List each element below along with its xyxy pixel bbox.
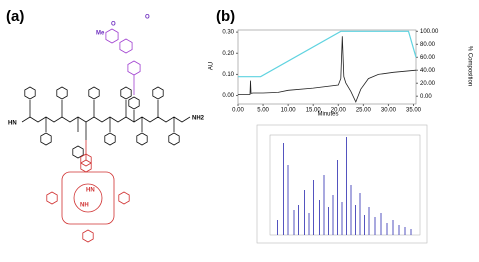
y2-tick-label: 80.00 (420, 42, 436, 48)
peak (328, 207, 329, 235)
x-tick-label: 25.00 (356, 108, 372, 114)
molecule (21, 28, 191, 243)
x-tick-label: 35.00 (406, 108, 422, 114)
y-tick-label: 0.30 (222, 30, 234, 36)
panel-label: (b) (216, 8, 235, 25)
series-line (238, 30, 417, 78)
peak (404, 227, 406, 235)
peak (323, 175, 325, 235)
y2-tick-label: 60.00 (420, 55, 436, 61)
backbone (21, 116, 191, 123)
peak (346, 137, 347, 235)
peak (386, 223, 388, 235)
peak (298, 205, 299, 235)
y2-tick-label: 20.00 (420, 81, 436, 87)
peak (380, 213, 382, 235)
porphyrin (61, 171, 115, 225)
peak (350, 185, 352, 235)
peak (355, 205, 356, 235)
peak (332, 195, 334, 235)
y2-axis-label: % Composition (466, 46, 472, 86)
x-axis-label: Minutes (317, 112, 338, 118)
ring (120, 86, 132, 100)
y-tick-label: 0.20 (222, 51, 234, 57)
ring (24, 86, 36, 100)
peak (364, 215, 365, 235)
x-tick-label: 0.00 (232, 108, 244, 114)
ring (136, 132, 148, 146)
x-tick-label: 5.00 (257, 108, 269, 114)
peak (398, 225, 400, 235)
peak (277, 220, 278, 235)
ring (128, 96, 140, 110)
ring (119, 38, 133, 54)
series-line (238, 36, 417, 103)
peak (304, 190, 305, 235)
ring (40, 132, 52, 146)
peak (313, 180, 314, 235)
y2-tick-label: 40.00 (420, 68, 436, 74)
atom: O (111, 22, 116, 28)
y-tick-label: 0.10 (222, 72, 234, 78)
peak (341, 202, 343, 235)
bonds (29, 100, 175, 140)
x-tick-label: 30.00 (381, 108, 397, 114)
ring (80, 153, 92, 167)
ring (168, 132, 180, 146)
atom: O (145, 15, 150, 21)
peak (337, 160, 338, 235)
y-axis-label: AU (209, 62, 215, 70)
atom: NH2 (192, 116, 205, 122)
y2-tick-label: 0.00 (420, 94, 432, 100)
atom: Me (96, 31, 105, 37)
ring (104, 132, 116, 146)
ring (46, 191, 58, 205)
atom: HN (8, 121, 17, 127)
ring (152, 86, 164, 100)
y2-tick-label: 100.00 (420, 29, 439, 35)
peak (293, 210, 295, 235)
peak (359, 193, 361, 235)
peak (287, 165, 289, 235)
atom: NH (80, 203, 89, 209)
plot-frame (269, 134, 421, 236)
porphyrin (73, 183, 103, 213)
peak (392, 220, 394, 235)
ring (88, 86, 100, 100)
peak (410, 229, 412, 235)
peak (374, 217, 376, 235)
panel-label: (a) (6, 8, 24, 25)
x-tick-label: 10.00 (281, 108, 297, 114)
ring (72, 145, 84, 159)
ring (105, 28, 119, 44)
ring (56, 86, 68, 100)
ring (127, 60, 141, 76)
peak (368, 207, 370, 235)
peak (283, 143, 284, 235)
x-tick-label: 20.00 (331, 108, 347, 114)
peak (319, 200, 320, 235)
peak (308, 213, 310, 235)
ring (82, 229, 94, 243)
atom: HN (86, 188, 95, 194)
plot-frame (237, 29, 417, 105)
ring (118, 191, 130, 205)
y-tick-label: 0.00 (222, 93, 234, 99)
x-tick-label: 15.00 (306, 108, 322, 114)
